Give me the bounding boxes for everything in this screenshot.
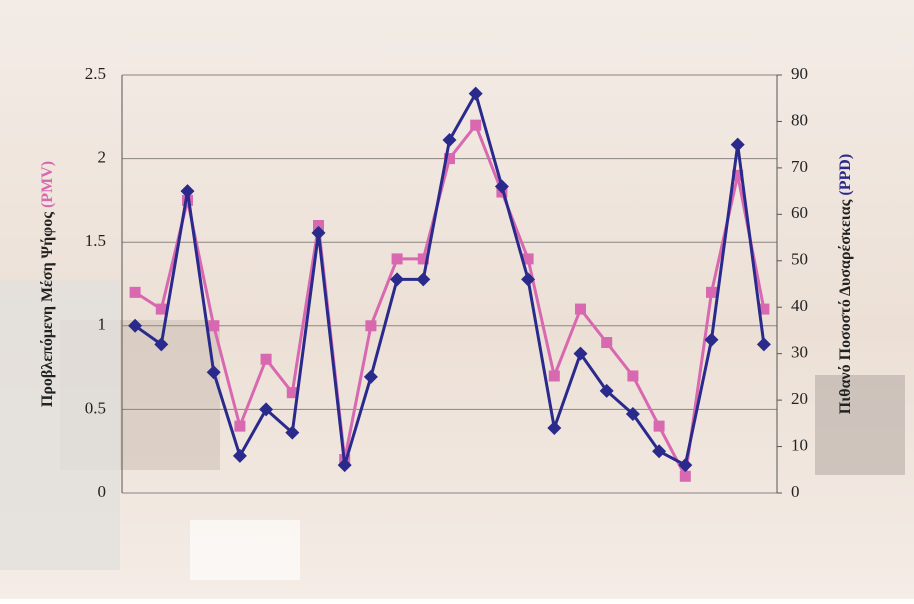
point — [494, 179, 509, 194]
y-tick-label: 0.5 — [85, 398, 106, 417]
point — [129, 286, 141, 298]
y2-tick-label: 40 — [791, 296, 808, 315]
point — [417, 253, 429, 265]
y-tick-label: 2 — [98, 148, 107, 167]
y2-tick-label: 90 — [791, 64, 808, 83]
y-tick-label: 1.5 — [85, 231, 106, 250]
y2-tick-label: 20 — [791, 389, 808, 408]
point — [678, 458, 693, 473]
point — [652, 444, 667, 459]
point — [706, 286, 717, 298]
point — [442, 133, 457, 148]
y2-tick-label: 30 — [791, 343, 808, 362]
point — [547, 420, 562, 435]
point — [599, 383, 614, 398]
y2-tick-label: 50 — [791, 250, 808, 269]
background-furniture — [815, 375, 905, 475]
point — [470, 119, 482, 131]
point — [758, 303, 770, 315]
point — [573, 346, 588, 361]
point — [259, 402, 274, 417]
point — [286, 387, 298, 399]
y-tick-label: 0 — [98, 482, 107, 501]
y-axis-title: Προβλεπόμενη Μέση Ψήφος (PMV) — [39, 161, 56, 407]
point — [522, 253, 534, 265]
point — [468, 86, 483, 101]
y2-tick-label: 0 — [791, 482, 800, 501]
point — [391, 253, 403, 265]
point — [730, 137, 745, 152]
background-panel — [0, 280, 120, 570]
point — [337, 458, 352, 473]
point — [601, 337, 613, 349]
y2-axis-title-unit: (PPD) — [837, 154, 854, 196]
y2-axis-title: Πιθανό Ποσοστό Δυσαρέσκειας (PPD) — [837, 154, 854, 414]
y2-tick-label: 70 — [791, 157, 808, 176]
point — [180, 184, 195, 199]
point — [704, 332, 719, 347]
point — [234, 420, 246, 432]
point — [313, 219, 324, 231]
point — [756, 337, 771, 352]
point — [444, 153, 455, 165]
point — [416, 272, 431, 287]
point — [521, 272, 536, 287]
point — [285, 425, 300, 440]
y-axis-title-text: Προβλεπόμενη Μέση Ψήφος — [39, 212, 56, 407]
point — [154, 337, 169, 352]
y2-tick-label: 60 — [791, 203, 808, 222]
point — [232, 448, 247, 463]
y2-tick-label: 10 — [791, 435, 808, 454]
y-tick-label: 2.5 — [85, 64, 106, 83]
background-light — [190, 520, 300, 580]
point — [575, 303, 586, 315]
point — [653, 420, 665, 432]
y2-axis-title-text: Πιθανό Ποσοστό Δυσαρέσκειας — [837, 199, 854, 414]
point — [679, 470, 691, 482]
y-tick-label: 1 — [98, 315, 107, 334]
point — [732, 169, 744, 181]
point — [155, 303, 167, 315]
point — [363, 369, 378, 384]
point — [365, 320, 377, 332]
point — [311, 225, 326, 240]
point — [206, 365, 221, 380]
point — [548, 370, 560, 382]
point — [627, 370, 639, 382]
point — [260, 353, 272, 365]
y-axis-title-unit: (PMV) — [39, 161, 56, 208]
y2-tick-label: 80 — [791, 110, 808, 129]
point — [128, 318, 143, 333]
point — [208, 320, 220, 332]
point — [390, 272, 405, 287]
point — [625, 407, 640, 422]
